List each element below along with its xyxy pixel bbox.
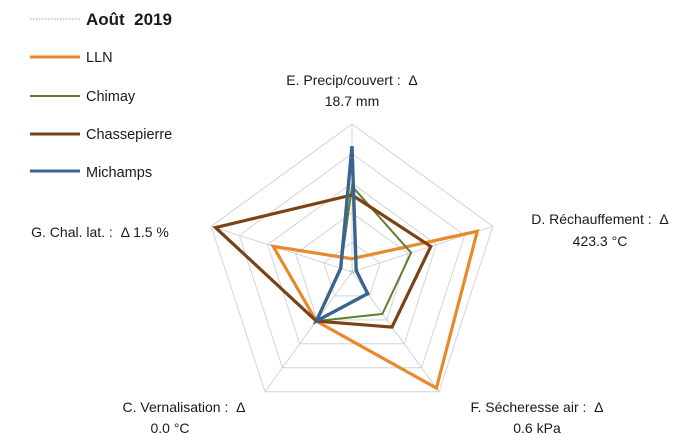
series-line-lln [270,229,480,391]
axis-label-g: G. Chal. lat. : Δ 1.5 % [31,224,169,240]
axis-label-c-line1: C. Vernalisation : Δ [123,399,246,415]
series-baseline-dotted [349,269,355,275]
axis-label-e-line1: E. Precip/couvert : Δ [286,72,418,88]
radar-series [212,146,480,391]
spoke-c [264,271,353,392]
axis-label-e-line2: 18.7 mm [325,93,379,109]
grid-ring-4 [238,152,466,369]
axis-label-c-line2: 0.0 °C [150,420,189,435]
legend-label-michamps: Michamps [86,165,152,181]
series-line-michamps [312,146,370,325]
legend-title: Août 2019 [86,10,172,29]
series-line-chassepierre [212,193,433,329]
legend-label-lln: LLN [86,50,113,66]
grid-ring-5 [210,123,494,393]
axis-label-f-line1: F. Sécheresse air : Δ [470,399,603,415]
legend: Août 2019 LLN Chimay Chassepierre Micham… [30,10,172,181]
axis-label-d-line2: 423.3 °C [573,233,628,249]
legend-label-chimay: Chimay [86,89,136,105]
axis-label-d-line1: D. Réchauffement : Δ [531,211,669,227]
legend-label-chassepierre: Chassepierre [86,127,172,143]
grid-ring-1 [323,241,381,297]
axis-labels: E. Precip/couvert : Δ 18.7 mm D. Réchauf… [31,72,669,435]
axis-label-f-line2: 0.6 kPa [513,420,561,435]
grid-ring-3 [266,182,438,345]
